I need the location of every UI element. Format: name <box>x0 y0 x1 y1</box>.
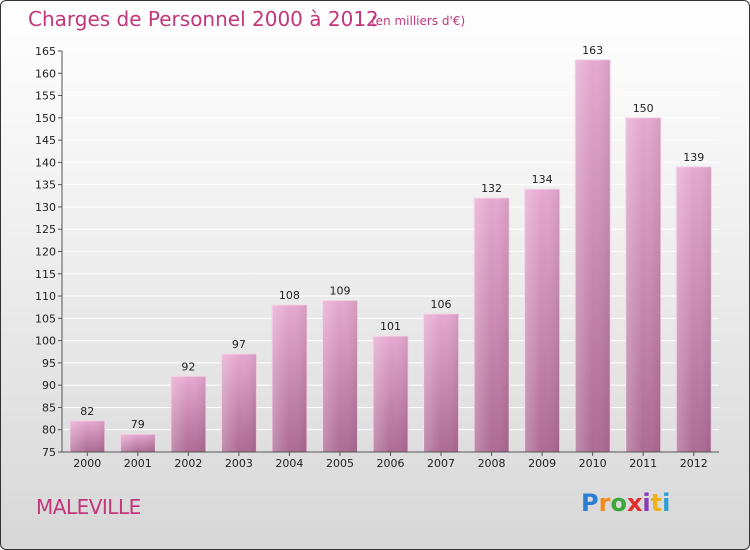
y-tick-label: 165 <box>35 45 56 58</box>
y-tick-label: 80 <box>42 424 56 437</box>
y-tick-label: 85 <box>42 401 56 414</box>
proxiti-logo: Proxiti <box>581 489 670 517</box>
bar-shade <box>221 353 257 452</box>
bar-shade <box>625 117 661 452</box>
x-tick-label: 2009 <box>528 457 556 470</box>
y-tick-label: 155 <box>35 90 56 103</box>
data-label: 163 <box>582 44 603 57</box>
data-label: 150 <box>633 102 654 115</box>
x-tick-label: 2005 <box>326 457 354 470</box>
logo-letter: t <box>650 489 663 517</box>
bar-shade <box>120 434 156 452</box>
chart-title: Charges de Personnel 2000 à 2012 <box>28 7 379 31</box>
data-label: 82 <box>80 405 94 418</box>
bar-shade <box>676 166 712 452</box>
logo-letter: i <box>642 489 651 517</box>
logo-letter: i <box>662 489 671 517</box>
data-label: 132 <box>481 182 502 195</box>
bar-shade <box>373 336 408 452</box>
y-tick-label: 160 <box>35 67 56 80</box>
x-tick-label: 2004 <box>275 457 303 470</box>
x-tick-label: 2002 <box>174 457 202 470</box>
data-label: 108 <box>279 289 300 302</box>
bar-shade <box>69 420 105 452</box>
data-label: 109 <box>329 285 350 298</box>
chart-subtitle: (en milliers d'€) <box>371 14 466 28</box>
y-tick-label: 105 <box>35 312 56 325</box>
y-tick-label: 150 <box>35 112 56 125</box>
x-tick-label: 2006 <box>377 457 405 470</box>
bar-shade <box>423 313 459 452</box>
data-label: 92 <box>181 360 195 373</box>
x-tick-label: 2003 <box>225 457 253 470</box>
y-tick-label: 140 <box>35 156 56 169</box>
bar-shade <box>575 59 611 453</box>
y-tick-label: 100 <box>35 335 56 348</box>
data-label: 139 <box>683 151 704 164</box>
y-tick-label: 75 <box>42 446 56 459</box>
data-label: 106 <box>431 298 452 311</box>
data-label: 97 <box>232 338 246 351</box>
x-tick-label: 2011 <box>629 457 657 470</box>
x-tick-label: 2001 <box>124 457 152 470</box>
logo-letter: x <box>626 489 643 517</box>
y-tick-label: 90 <box>42 379 56 392</box>
data-label: 101 <box>380 320 401 333</box>
x-tick-label: 2000 <box>73 457 101 470</box>
axes: 75 80 85 90 95 100 105 110 115 120 125 130 135 140 145… <box>35 45 719 470</box>
bar-shade <box>322 300 358 452</box>
data-label: 79 <box>131 418 145 431</box>
data-label: 134 <box>532 173 553 186</box>
logo-letter: P <box>581 489 599 517</box>
y-tick-label: 130 <box>35 201 56 214</box>
logo-letter: o <box>610 489 627 517</box>
city-name: MALEVILLE <box>36 495 141 519</box>
bar-shade <box>170 376 206 452</box>
y-tick-label: 145 <box>35 134 56 147</box>
y-tick-label: 110 <box>35 290 56 303</box>
bar-shade <box>271 304 307 452</box>
x-tick-label: 2012 <box>680 457 708 470</box>
bar-shade <box>524 189 560 452</box>
x-tick-label: 2007 <box>427 457 455 470</box>
y-tick-label: 120 <box>35 246 56 259</box>
logo-letter: r <box>598 489 611 517</box>
y-tick-label: 115 <box>35 268 56 281</box>
bars: 82 79 92 97 108 109 101 106 132 134 163 150 139 <box>69 44 712 453</box>
y-tick-label: 125 <box>35 223 56 236</box>
bar-shade <box>474 198 510 452</box>
x-tick-label: 2010 <box>579 457 607 470</box>
x-tick-label: 2008 <box>478 457 506 470</box>
y-tick-label: 135 <box>35 179 56 192</box>
y-tick-label: 95 <box>42 357 56 370</box>
